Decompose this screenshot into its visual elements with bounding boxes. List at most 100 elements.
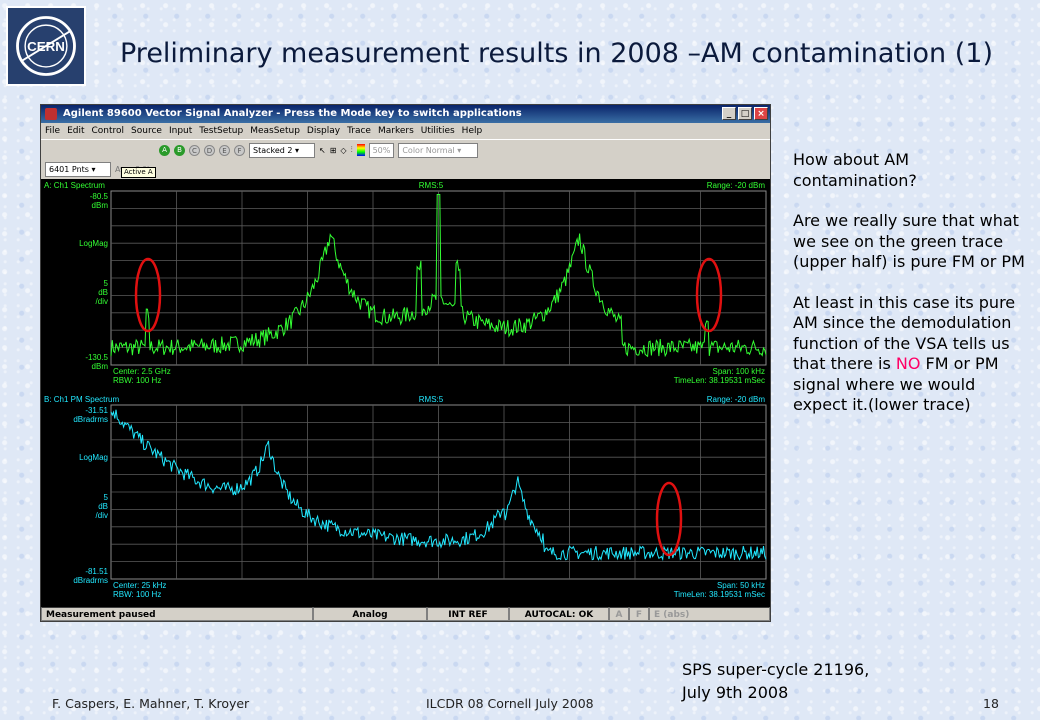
top-bottom-value: -130.5 xyxy=(85,353,108,362)
menu-source[interactable]: Source xyxy=(131,126,162,136)
trace-f-button[interactable]: F xyxy=(234,144,245,156)
status-state: Measurement paused xyxy=(41,607,313,621)
bottom-div-value: 5 xyxy=(104,493,109,502)
trace-c-button[interactable]: C xyxy=(189,144,200,156)
cern-logo: CERN xyxy=(6,6,86,86)
side-paragraph-1: Are we really sure that what we see on t… xyxy=(793,211,1025,271)
side-para2-start: At least in this case its pure AM since … xyxy=(793,292,1016,374)
side-para2-end: FM or PM signal where we would expect it… xyxy=(793,354,999,414)
top-rms-label: RMS:5 xyxy=(419,181,444,190)
bottom-scale-type: LogMag xyxy=(79,453,108,462)
footer-authors: F. Caspers, E. Mahner, T. Kroyer xyxy=(52,696,250,711)
menu-bar: File Edit Control Source Input TestSetup… xyxy=(41,123,770,139)
color-percent-field[interactable]: 50% xyxy=(368,142,395,158)
bottom-span-label: Span: 50 kHz xyxy=(717,581,765,590)
zoom-icon[interactable]: ⊞ xyxy=(329,145,337,155)
app-icon xyxy=(45,108,57,120)
bottom-ref-unit: dBradrms xyxy=(73,415,108,424)
maximize-button[interactable]: □ xyxy=(738,107,752,120)
status-f: F xyxy=(629,607,649,621)
bottom-bottom-unit: dBradrms xyxy=(73,576,108,585)
trace-a-button[interactable]: A xyxy=(159,144,170,156)
sps-line-2: July 9th 2008 xyxy=(682,683,789,702)
red-marker-ellipse xyxy=(695,257,723,333)
status-ref: INT REF xyxy=(427,607,509,621)
menu-trace[interactable]: Trace xyxy=(347,126,371,136)
bottom-trace-line xyxy=(110,409,767,562)
menu-help[interactable]: Help xyxy=(461,126,483,136)
toolbar: A B C D E F Stacked 2 ▾ ↖ ⊞ ◇ ⫶ 50% Colo… xyxy=(41,139,770,160)
top-bottom-unit: dBm xyxy=(92,362,109,371)
status-mode: Analog xyxy=(313,607,427,621)
bottom-trace-name: B: Ch1 PM Spectrum xyxy=(44,395,119,404)
side-para2-no: NO xyxy=(895,354,921,373)
minimize-button[interactable]: _ xyxy=(722,107,736,120)
trace-e-button[interactable]: E xyxy=(219,144,230,156)
status-e: E (abs) xyxy=(649,607,770,621)
window-titlebar[interactable]: Agilent 89600 Vector Signal Analyzer - P… xyxy=(41,105,770,123)
window-title: Agilent 89600 Vector Signal Analyzer - P… xyxy=(63,108,522,119)
marker-icon[interactable]: ◇ xyxy=(340,145,347,155)
status-bar: Measurement paused Analog INT REF AUTOCA… xyxy=(41,607,770,621)
top-trace-line xyxy=(110,194,767,358)
top-rbw-label: RBW: 100 Hz xyxy=(113,376,161,385)
top-span-label: Span: 100 kHz xyxy=(713,367,765,376)
color-palette-icon[interactable] xyxy=(356,144,365,156)
peak-icon[interactable]: ⫶ xyxy=(350,145,353,154)
top-ref-unit: dBm xyxy=(92,201,109,210)
menu-control[interactable]: Control xyxy=(91,126,125,136)
bottom-ref-value: -31.51 xyxy=(85,406,108,415)
bottom-div-per: /div xyxy=(96,511,108,520)
logo-text: CERN xyxy=(27,39,65,54)
vsa-window: Agilent 89600 Vector Signal Analyzer - P… xyxy=(40,104,771,622)
spectrum-plots: A: Ch1 Spectrum RMS:5 Range: -20 dBm-80.5d… xyxy=(44,181,767,599)
top-scale-type: LogMag xyxy=(79,239,108,248)
points-value: 6401 Pnts xyxy=(49,164,89,174)
status-a: A xyxy=(609,607,629,621)
top-ref-value: -80.5 xyxy=(90,192,109,201)
sps-line-1: SPS super-cycle 21196, xyxy=(682,660,870,679)
color-mode-select[interactable]: Color Normal ▾ xyxy=(398,142,479,158)
trace-b-button[interactable]: B xyxy=(174,144,185,156)
top-div-per: /div xyxy=(96,297,108,306)
active-trace-tooltip: Active A xyxy=(121,167,156,178)
menu-input[interactable]: Input xyxy=(168,126,193,136)
top-trace-name: A: Ch1 Spectrum xyxy=(44,181,105,190)
sps-note: SPS super-cycle 21196, July 9th 2008 xyxy=(682,658,869,704)
side-question: How about AM contamination? xyxy=(793,150,917,190)
side-notes: How about AM contamination? Are we reall… xyxy=(793,150,1033,436)
menu-meassetup[interactable]: MeasSetup xyxy=(250,126,300,136)
status-autocal: AUTOCAL: OK xyxy=(509,607,609,621)
bottom-range-label: Range: -20 dBm xyxy=(707,395,766,404)
trace-display[interactable]: A: Ch1 Spectrum RMS:5 Range: -20 dBm -80.5 d… xyxy=(41,179,770,607)
bottom-timelen-label: TimeLen: 38.19531 mSec xyxy=(674,590,765,599)
top-timelen-label: TimeLen: 38.19531 mSec xyxy=(674,376,765,385)
menu-markers[interactable]: Markers xyxy=(377,126,414,136)
bottom-rbw-label: RBW: 100 Hz xyxy=(113,590,161,599)
points-select[interactable]: 6401 Pnts ▾ xyxy=(45,161,111,177)
top-center-label: Center: 2.5 GHz xyxy=(113,367,171,376)
bottom-bottom-value: -81.51 xyxy=(85,567,108,576)
top-range-label: Range: -20 dBm xyxy=(707,181,766,190)
layout-value: Stacked 2 xyxy=(253,145,293,155)
red-marker-ellipse xyxy=(655,481,683,557)
menu-edit[interactable]: Edit xyxy=(67,126,85,136)
menu-display[interactable]: Display xyxy=(306,126,341,136)
red-marker-ellipse xyxy=(134,257,162,333)
close-button[interactable]: × xyxy=(754,107,768,120)
menu-file[interactable]: File xyxy=(45,126,61,136)
footer-page-number: 18 xyxy=(983,696,999,711)
side-paragraph-2: At least in this case its pure AM since … xyxy=(793,293,1033,416)
menu-testsetup[interactable]: TestSetup xyxy=(199,126,244,136)
toolbar-secondary: 6401 Pnts ▾ Avg: 0 % Active A xyxy=(41,160,770,178)
bottom-rms-label: RMS:5 xyxy=(419,395,444,404)
menu-utilities[interactable]: Utilities xyxy=(420,126,455,136)
top-div-value: 5 xyxy=(104,279,109,288)
layout-select[interactable]: Stacked 2 ▾ xyxy=(249,142,315,158)
pointer-icon[interactable]: ↖ xyxy=(319,145,326,155)
slide-title: Preliminary measurement results in 2008 … xyxy=(120,38,993,69)
bottom-div-unit: dB xyxy=(98,502,108,511)
color-mode-value: Color Normal xyxy=(402,145,455,155)
bottom-center-label: Center: 25 kHz xyxy=(113,581,166,590)
trace-d-button[interactable]: D xyxy=(204,144,215,156)
